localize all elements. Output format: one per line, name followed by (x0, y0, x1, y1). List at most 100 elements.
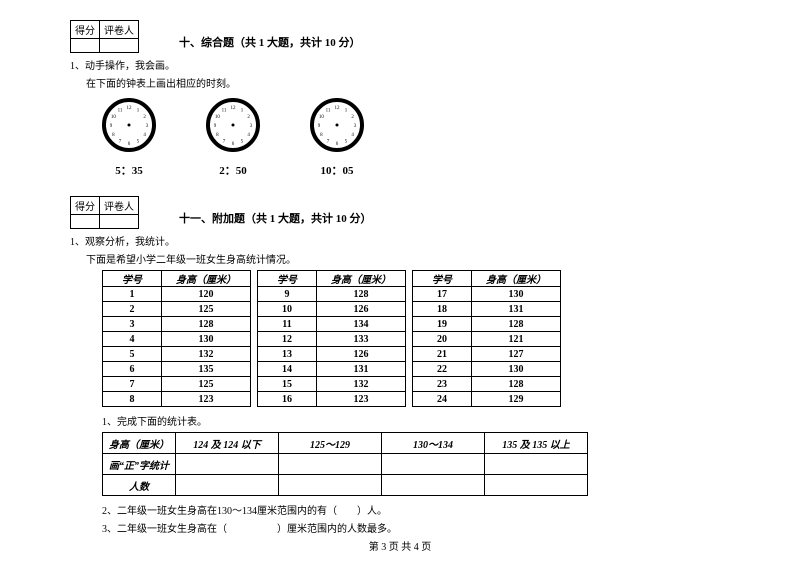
height-cell: 126 (317, 302, 406, 317)
clock-2-label: 2：50 (219, 162, 247, 178)
grader-cell (100, 39, 139, 53)
id-cell: 2 (103, 302, 162, 317)
score-box: 得分 评卷人 (70, 20, 139, 53)
clock-row: 123456789101112 5：35 123456789101112 2：5… (102, 98, 730, 178)
section-10-header: 得分 评卷人 十、综合题（共 1 大题，共计 10 分） (70, 20, 730, 53)
id-cell: 13 (258, 347, 317, 362)
id-cell: 18 (413, 302, 472, 317)
height-cell: 130 (472, 287, 561, 302)
height-cell: 123 (317, 392, 406, 407)
height-cell: 131 (472, 302, 561, 317)
svg-text:10: 10 (319, 115, 325, 120)
height-cell: 127 (472, 347, 561, 362)
summary-col-header: 124 及 124 以下 (176, 433, 279, 454)
clock-1-label: 5：35 (115, 162, 143, 178)
height-cell: 128 (162, 317, 251, 332)
score-cell (71, 215, 100, 229)
score-label: 得分 (71, 197, 100, 215)
height-cell: 130 (162, 332, 251, 347)
svg-text:12: 12 (127, 106, 133, 111)
id-cell: 8 (103, 392, 162, 407)
id-cell: 16 (258, 392, 317, 407)
svg-text:11: 11 (222, 108, 227, 113)
grader-label: 评卷人 (100, 197, 139, 215)
id-cell: 21 (413, 347, 472, 362)
summary-cell (176, 475, 279, 496)
q11-sub2: 2、二年级一班女生身高在130～134厘米范围内的有（ ）人。 (102, 502, 730, 517)
summary-cell (485, 475, 588, 496)
clock-3-label: 10：05 (321, 162, 354, 178)
summary-col-header: 130～134 (382, 433, 485, 454)
id-cell: 5 (103, 347, 162, 362)
height-cell: 125 (162, 377, 251, 392)
id-cell: 9 (258, 287, 317, 302)
id-cell: 14 (258, 362, 317, 377)
height-cell: 134 (317, 317, 406, 332)
height-cell: 132 (317, 377, 406, 392)
height-cell: 131 (317, 362, 406, 377)
grader-cell (100, 215, 139, 229)
col-height-header: 身高（厘米） (472, 271, 561, 287)
clock-face-icon: 123456789101112 (102, 98, 156, 152)
summary-cell (485, 454, 588, 475)
height-cell: 120 (162, 287, 251, 302)
summary-cell (382, 475, 485, 496)
page-footer: 第 3 页 共 4 页 (0, 538, 800, 553)
height-cell: 121 (472, 332, 561, 347)
score-label: 得分 (71, 21, 100, 39)
svg-text:11: 11 (118, 108, 123, 113)
q10-1-sub: 在下面的钟表上画出相应的时刻。 (86, 75, 730, 90)
col-height-header: 身高（厘米） (162, 271, 251, 287)
q11-sub3: 3、二年级一班女生身高在（ ）厘米范围内的人数最多。 (102, 520, 730, 535)
svg-text:11: 11 (326, 108, 331, 113)
summary-cell (176, 454, 279, 475)
summary-cell (279, 475, 382, 496)
height-cell: 126 (317, 347, 406, 362)
col-id-header: 学号 (103, 271, 162, 287)
col-height-header: 身高（厘米） (317, 271, 406, 287)
id-cell: 12 (258, 332, 317, 347)
height-cell: 128 (317, 287, 406, 302)
col-id-header: 学号 (258, 271, 317, 287)
id-cell: 7 (103, 377, 162, 392)
grader-label: 评卷人 (100, 21, 139, 39)
height-table: 学号身高（厘米）11202125312841305132613571258123 (102, 270, 251, 407)
summary-col-header: 125～129 (279, 433, 382, 454)
height-table: 学号身高（厘米）17130181311912820121211272213023… (412, 270, 561, 407)
clock-face-icon: 123456789101112 (310, 98, 364, 152)
svg-text:10: 10 (111, 115, 117, 120)
summary-col-header: 135 及 135 以上 (485, 433, 588, 454)
id-cell: 24 (413, 392, 472, 407)
clock-face-icon: 123456789101112 (206, 98, 260, 152)
height-cell: 128 (472, 377, 561, 392)
svg-text:10: 10 (215, 115, 221, 120)
section-10-title: 十、综合题（共 1 大题，共计 10 分） (179, 34, 361, 50)
height-table: 学号身高（厘米）91281012611134121331312614131151… (257, 270, 406, 407)
section-11-header: 得分 评卷人 十一、附加题（共 1 大题，共计 10 分） (70, 196, 730, 229)
height-tables: 学号身高（厘米）11202125312841305132613571258123… (102, 270, 730, 407)
height-cell: 123 (162, 392, 251, 407)
section-11-title: 十一、附加题（共 1 大题，共计 10 分） (179, 210, 372, 226)
height-cell: 130 (472, 362, 561, 377)
clock-2: 123456789101112 2：50 (206, 98, 260, 178)
clock-1: 123456789101112 5：35 (102, 98, 156, 178)
height-cell: 129 (472, 392, 561, 407)
score-box: 得分 评卷人 (70, 196, 139, 229)
score-cell (71, 39, 100, 53)
summary-cell (382, 454, 485, 475)
q10-1: 1、动手操作，我会画。 (70, 57, 730, 72)
height-cell: 128 (472, 317, 561, 332)
svg-text:12: 12 (231, 106, 237, 111)
page: 得分 评卷人 十、综合题（共 1 大题，共计 10 分） 1、动手操作，我会画。… (0, 0, 800, 535)
height-cell: 132 (162, 347, 251, 362)
id-cell: 20 (413, 332, 472, 347)
summary-row-label: 画“正”字统计 (103, 454, 176, 475)
id-cell: 4 (103, 332, 162, 347)
id-cell: 3 (103, 317, 162, 332)
id-cell: 17 (413, 287, 472, 302)
height-cell: 135 (162, 362, 251, 377)
id-cell: 1 (103, 287, 162, 302)
id-cell: 23 (413, 377, 472, 392)
height-cell: 133 (317, 332, 406, 347)
id-cell: 11 (258, 317, 317, 332)
